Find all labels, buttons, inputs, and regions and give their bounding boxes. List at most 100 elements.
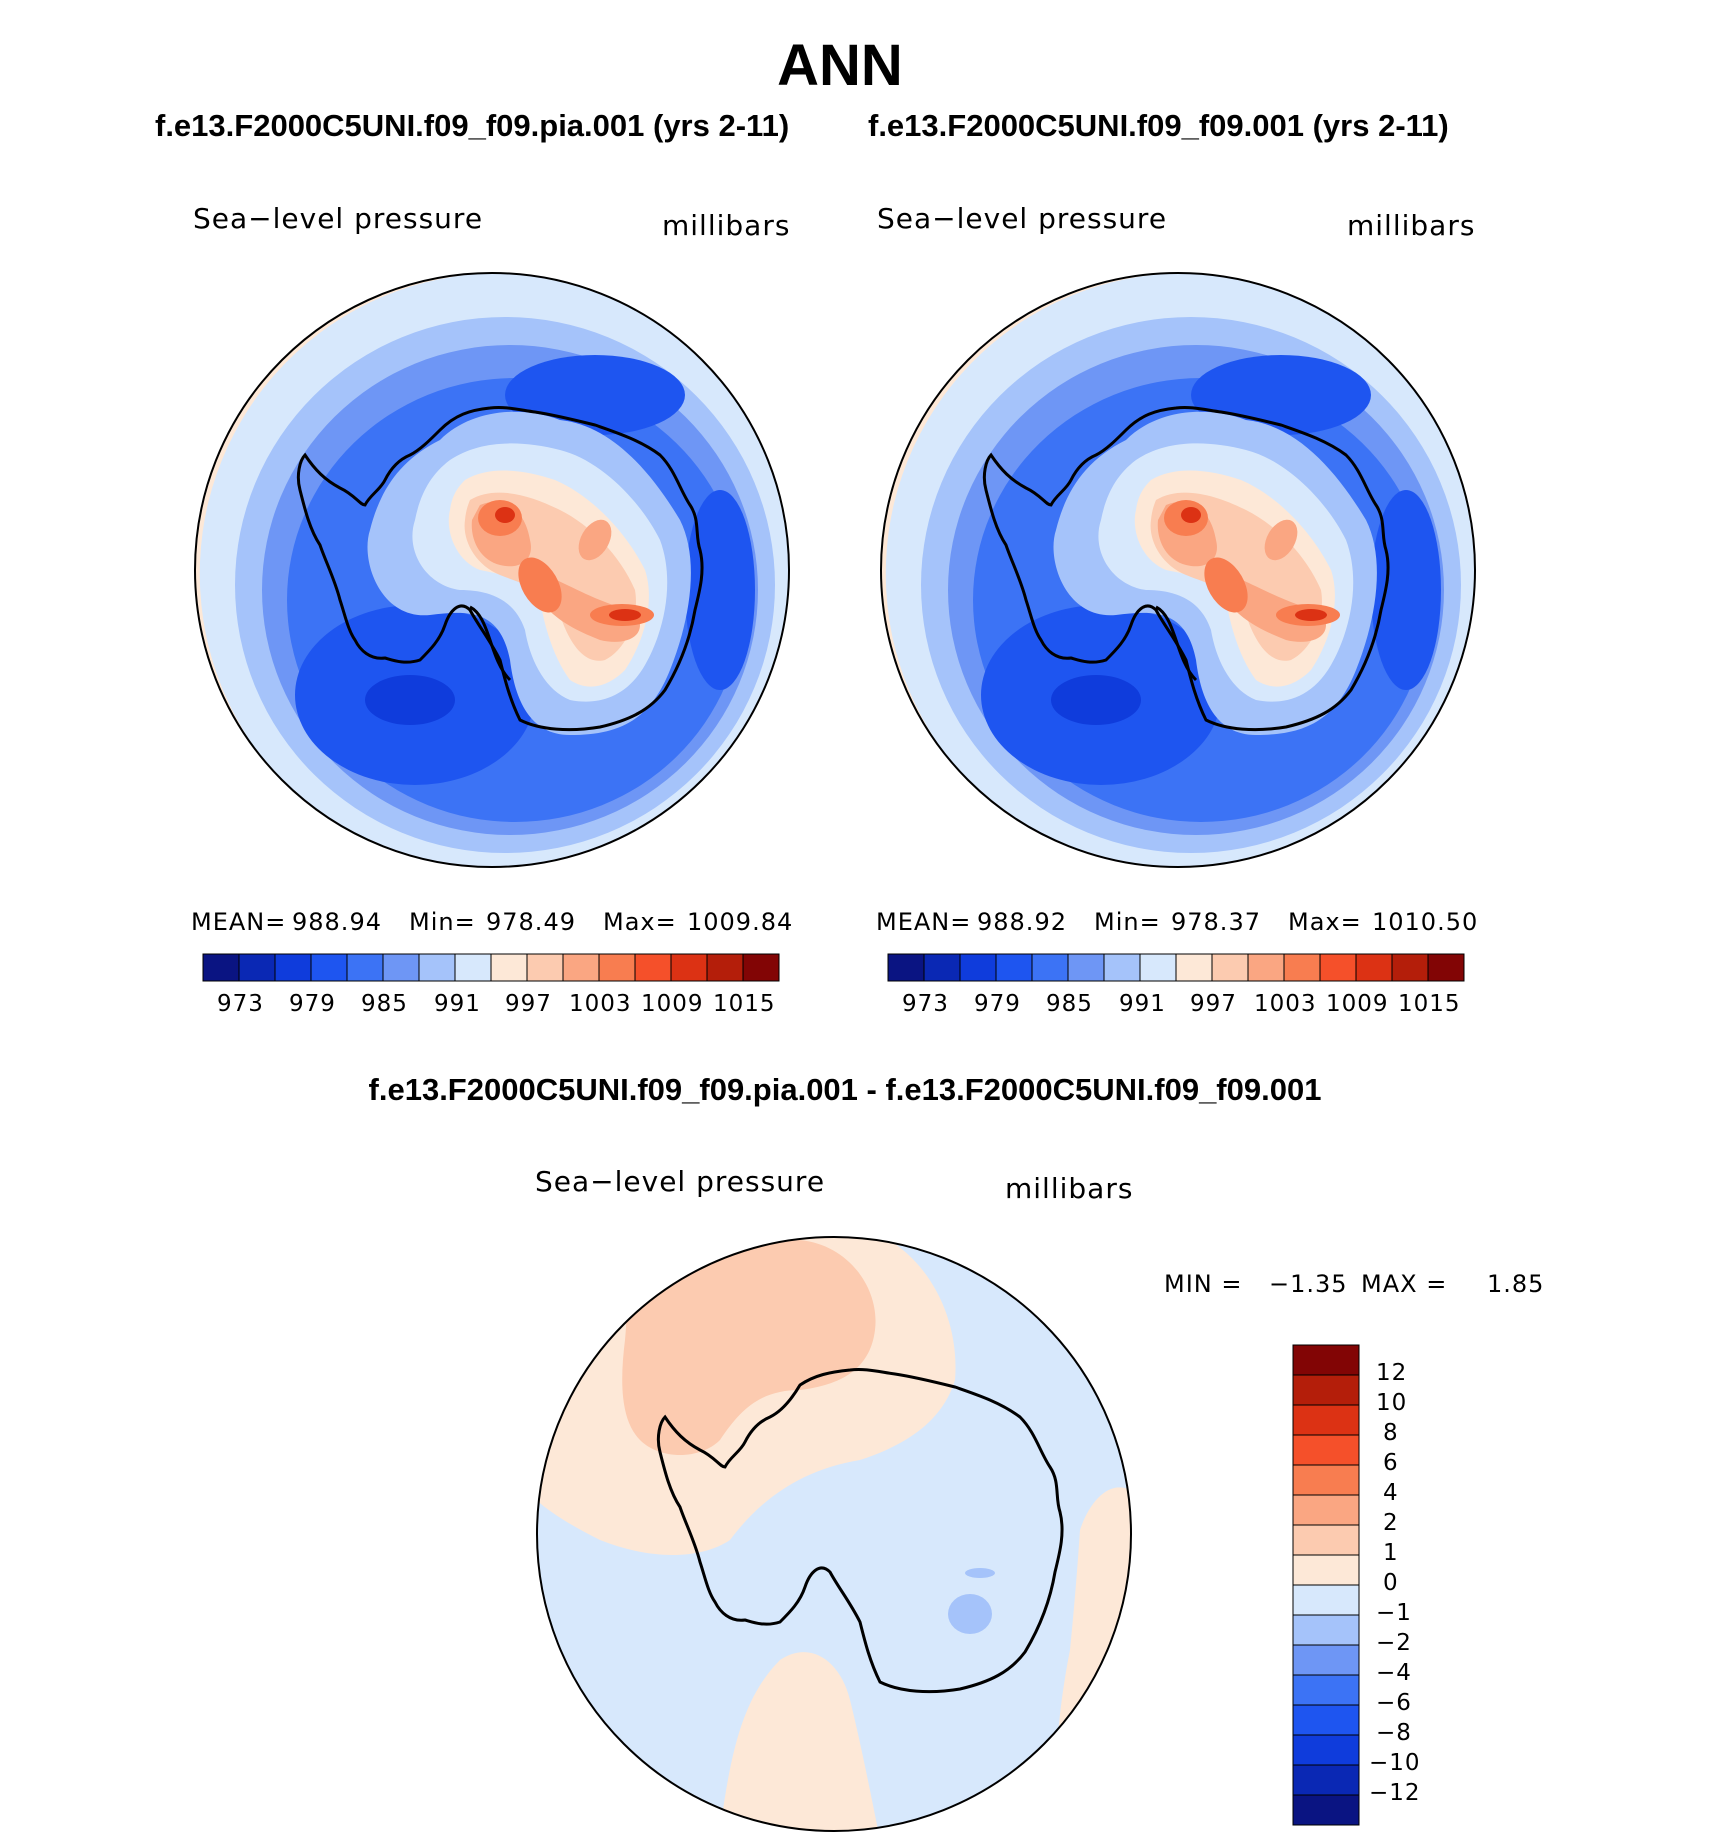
colorbar-swatch: [382, 953, 420, 982]
colorbar-swatch: [1292, 1494, 1360, 1526]
colorbar-swatch: [1283, 953, 1321, 982]
colorbar-swatch: [1355, 953, 1393, 982]
colorbar-swatch: [634, 953, 672, 982]
map-contour: [685, 490, 755, 690]
colorbar-swatch: [1175, 953, 1213, 982]
colorbar-swatch: [1427, 953, 1465, 982]
left-mean-value: 988.94: [292, 908, 382, 936]
colorbar-swatch: [1292, 1704, 1360, 1736]
right-colorbar-tick: 979: [974, 991, 1021, 1017]
right-colorbar-tick: 1015: [1398, 991, 1461, 1017]
difference-coastline: [656, 1368, 1064, 1694]
colorbar-swatch: [1211, 953, 1249, 982]
colorbar-swatch: [742, 953, 780, 982]
colorbar-swatch: [1292, 1644, 1360, 1676]
colorbar-swatch: [1292, 1674, 1360, 1706]
map-contour: [622, 1240, 876, 1455]
difference-max-value: 1.85: [1487, 1270, 1545, 1298]
left-coastline: [296, 406, 704, 732]
colorbar-swatch: [959, 953, 997, 982]
map-contour: [965, 1568, 995, 1578]
difference-polar-map: [536, 1236, 1132, 1832]
right-polar-map: [880, 272, 1476, 868]
right-max-label: Max=: [1288, 908, 1362, 936]
colorbar-swatch: [995, 953, 1033, 982]
map-contour: [1181, 507, 1201, 523]
difference-max-label: MAX =: [1361, 1270, 1448, 1298]
colorbar-swatch: [418, 953, 456, 982]
colorbar-swatch: [1292, 1404, 1360, 1436]
right-map-border: [880, 272, 1476, 868]
left-colorbar-tick: 991: [434, 991, 481, 1017]
map-contour: [1371, 490, 1441, 690]
right-ice-shelf-line: [1155, 605, 1198, 682]
difference-colorbar-tick: 8: [1383, 1420, 1399, 1446]
difference-colorbar: [1292, 1344, 1360, 1826]
right-min-label: Min=: [1094, 908, 1161, 936]
colorbar-swatch: [1139, 953, 1177, 982]
right-colorbar-tick: 1009: [1326, 991, 1389, 1017]
colorbar-swatch: [526, 953, 564, 982]
colorbar-swatch: [1292, 1524, 1360, 1556]
colorbar-swatch: [274, 953, 312, 982]
difference-colorbar-tick: 6: [1383, 1450, 1399, 1476]
colorbar-swatch: [887, 953, 925, 982]
difference-colorbar-tick: 1: [1383, 1540, 1399, 1566]
left-colorbar: [202, 953, 780, 982]
difference-colorbar-tick: −12: [1369, 1780, 1421, 1806]
left-colorbar-tick: 997: [505, 991, 552, 1017]
left-case-title: f.e13.F2000C5UNI.f09_f09.pia.001 (yrs 2-…: [155, 108, 790, 143]
colorbar-swatch: [1103, 953, 1141, 982]
colorbar-swatch: [346, 953, 384, 982]
left-map-border: [194, 272, 790, 868]
colorbar-swatch: [1391, 953, 1429, 982]
right-colorbar-tick: 985: [1046, 991, 1093, 1017]
difference-colorbar-tick: −4: [1376, 1660, 1412, 1686]
colorbar-swatch: [1292, 1434, 1360, 1466]
map-contour: [365, 675, 455, 725]
colorbar-swatch: [1292, 1764, 1360, 1796]
colorbar-swatch: [1247, 953, 1285, 982]
difference-colorbar-tick: 2: [1383, 1510, 1399, 1536]
left-colorbar-tick: 1003: [569, 991, 632, 1017]
difference-min-label: MIN =: [1164, 1270, 1243, 1298]
map-contour: [1204, 557, 1248, 613]
colorbar-swatch: [238, 953, 276, 982]
colorbar-swatch: [1292, 1734, 1360, 1766]
right-min-value: 978.37: [1171, 908, 1261, 936]
colorbar-swatch: [1319, 953, 1357, 982]
difference-colorbar-tick: −1: [1376, 1600, 1412, 1626]
difference-colorbar-tick: 4: [1383, 1480, 1399, 1506]
colorbar-swatch: [1292, 1464, 1360, 1496]
map-contour: [948, 1594, 992, 1634]
left-max-label: Max=: [603, 908, 677, 936]
right-colorbar-tick: 991: [1119, 991, 1166, 1017]
map-contour: [1264, 519, 1298, 561]
difference-map-border: [536, 1236, 1132, 1832]
colorbar-swatch: [670, 953, 708, 982]
difference-min-value: −1.35: [1269, 1270, 1348, 1298]
difference-colorbar-tick: −2: [1376, 1630, 1412, 1656]
map-contour: [720, 1652, 880, 1831]
figure-title: ANN: [777, 33, 903, 98]
left-colorbar-tick: 985: [361, 991, 408, 1017]
map-contour: [578, 519, 612, 561]
left-colorbar-tick: 1015: [713, 991, 776, 1017]
difference-colorbar-tick: −8: [1376, 1720, 1412, 1746]
left-mean-label: MEAN=: [191, 908, 287, 936]
right-coastline: [982, 406, 1390, 732]
difference-colorbar-tick: 10: [1376, 1390, 1408, 1416]
colorbar-swatch: [310, 953, 348, 982]
map-contour: [495, 507, 515, 523]
colorbar-swatch: [706, 953, 744, 982]
right-variable-label: Sea−level pressure: [877, 202, 1168, 235]
colorbar-swatch: [598, 953, 636, 982]
map-contour: [1295, 609, 1327, 621]
map-contour: [609, 609, 641, 621]
colorbar-swatch: [1292, 1374, 1360, 1406]
colorbar-swatch: [562, 953, 600, 982]
right-max-value: 1010.50: [1372, 908, 1479, 936]
right-mean-label: MEAN=: [876, 908, 972, 936]
